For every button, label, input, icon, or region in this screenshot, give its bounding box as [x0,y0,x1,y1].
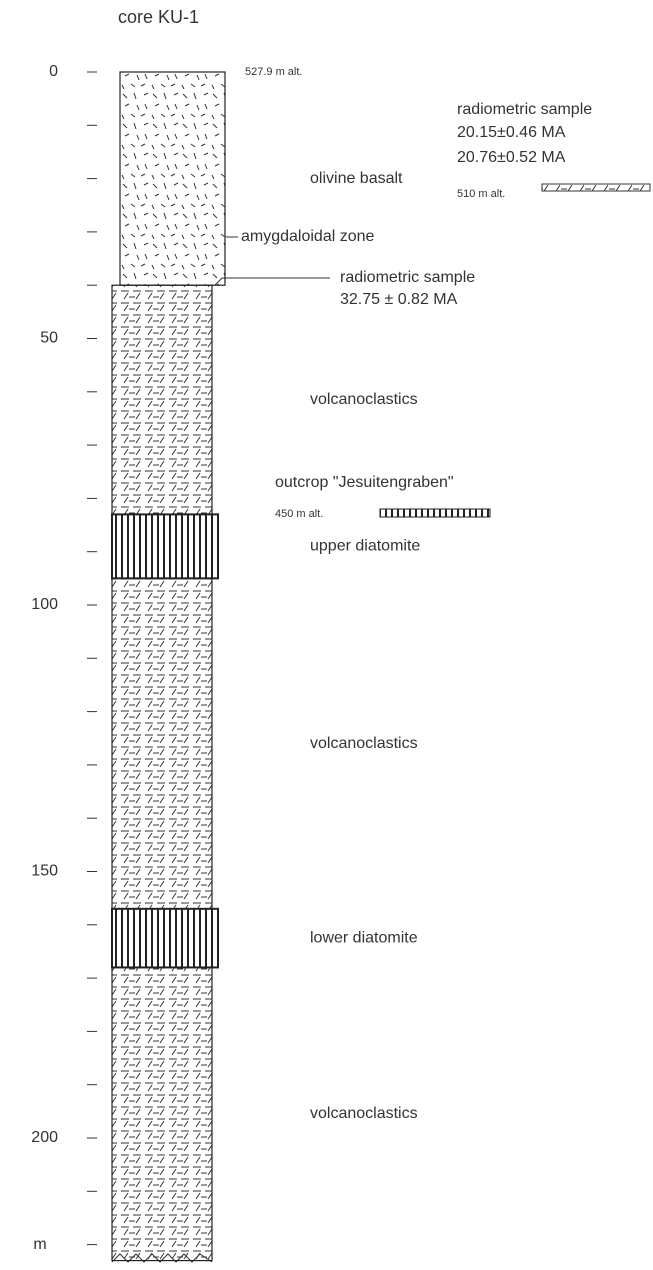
layer [112,967,212,1260]
outcrop-bar [542,184,650,191]
title: core KU-1 [118,7,199,27]
layer [112,514,218,578]
depth-label: 0 [49,63,58,80]
layer [112,285,212,514]
layer-label: lower diatomite [310,929,418,946]
sample-label: radiometric sample [457,101,592,118]
sample-age: 20.15±0.46 MA [457,124,566,141]
leader-line [215,278,330,285]
top-altitude: 527.9 m alt. [245,66,302,78]
sample-age: 32.75 ± 0.82 MA [340,291,458,308]
depth-label: 100 [31,596,58,613]
layer-label: volcanoclastics [310,1105,418,1122]
sample-label: radiometric sample [340,269,475,286]
layer [112,578,212,908]
depth-label: 200 [31,1129,58,1146]
layer [120,72,225,285]
outcrop-label: outcrop "Jesuitengraben" [275,474,454,491]
outcrop-bar [380,509,490,517]
amygdaloidal-label: amygdaloidal zone [241,228,375,245]
sample-altitude: 510 m alt. [457,188,505,200]
depth-label: m [33,1236,46,1253]
depth-label: 50 [40,330,58,347]
layer-label: olivine basalt [310,170,403,187]
layer-label: volcanoclastics [310,735,418,752]
outcrop-altitude: 450 m alt. [275,508,323,520]
layer-label: volcanoclastics [310,391,418,408]
depth-label: 150 [31,863,58,880]
layer [112,909,218,968]
sample-age: 20.76±0.52 MA [457,149,566,166]
layer-label: upper diatomite [310,538,420,555]
stratigraphic-column: core KU-1 527.9 m alt. amygdaloidal zone… [0,0,653,1270]
